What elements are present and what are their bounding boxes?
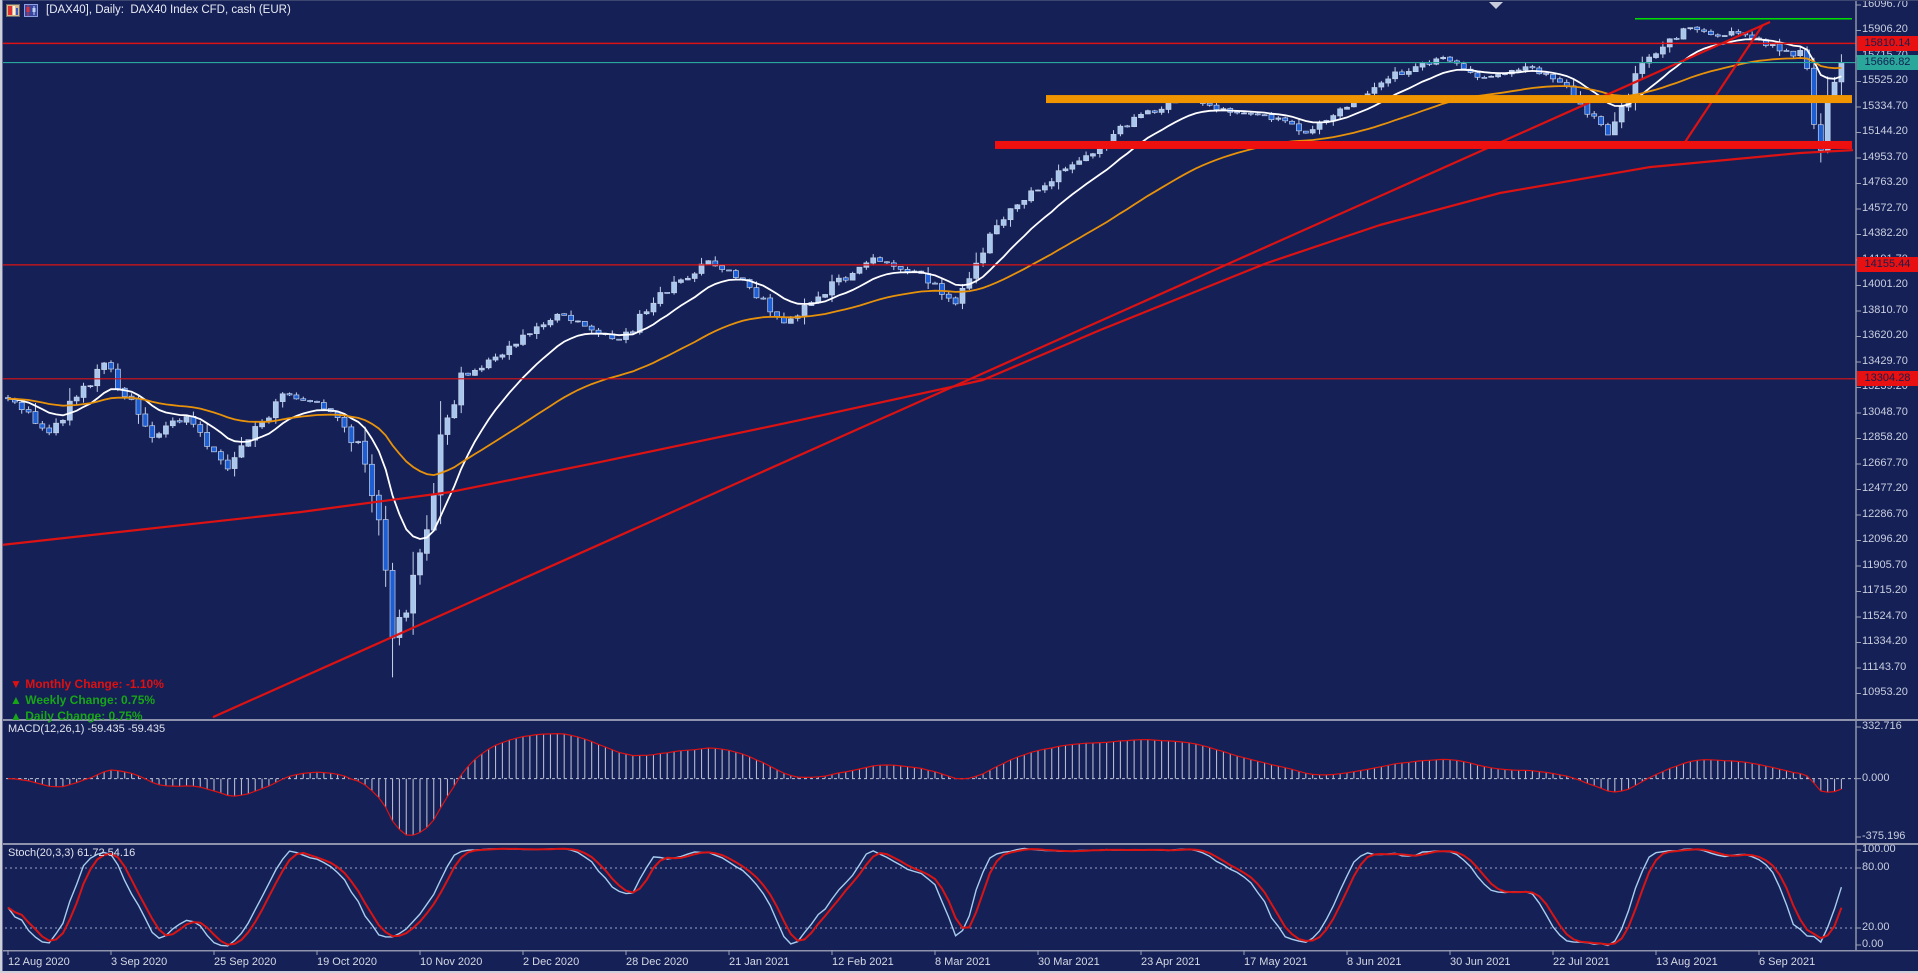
- date-axis-label: 12 Aug 2020: [8, 956, 70, 968]
- window-left-edge-shadow: [2, 0, 3, 973]
- price-axis-label: 12858.20: [1862, 431, 1908, 444]
- price-axis-label: 13429.70: [1862, 354, 1908, 367]
- resistance-zone-green[interactable]: [1635, 12, 1852, 20]
- price-axis-label: 13620.20: [1862, 329, 1908, 342]
- date-axis-label: 2 Dec 2020: [523, 956, 580, 968]
- price-axis-label: 11334.20: [1862, 635, 1908, 648]
- price-axis-label: 12667.70: [1862, 456, 1908, 469]
- price-axis-label: 14382.20: [1862, 227, 1908, 240]
- stoch-scale-label: 20.00: [1862, 921, 1890, 933]
- current-price-badge: 15666.82: [1857, 55, 1918, 71]
- date-axis-label: 3 Sep 2020: [111, 956, 168, 968]
- chart-title-bar: [DAX40], Daily: DAX40 Index CFD, cash (E…: [6, 2, 291, 18]
- date-axis-label: 25 Sep 2020: [214, 956, 277, 968]
- macd-indicator-label: MACD(12,26,1) -59.435 -59.435: [8, 723, 166, 735]
- date-axis-label: 10 Nov 2020: [420, 956, 483, 968]
- date-axis-label: 8 Mar 2021: [935, 956, 991, 968]
- window-bottom-edge: [0, 971, 1918, 973]
- price-axis-label: 11524.70: [1862, 609, 1908, 622]
- trendline-1[interactable]: [212, 20, 1771, 719]
- price-axis-label: 12286.70: [1862, 507, 1908, 520]
- price-axis-label: 12096.20: [1862, 533, 1908, 546]
- macd-scale-label: 332.716: [1862, 720, 1902, 732]
- window-top-edge: [0, 0, 1918, 1]
- stochastic-panel[interactable]: [0, 847, 1856, 947]
- date-axis-label: 23 Apr 2021: [1141, 956, 1201, 968]
- price-axis-label: 16096.70: [1862, 0, 1908, 10]
- price-axis-label: 15906.20: [1862, 23, 1908, 36]
- long-ma-line: [0, 149, 1854, 547]
- stoch-scale-label: 0.00: [1862, 938, 1884, 950]
- price-chart-panel[interactable]: [0, 12, 1856, 719]
- date-axis-label: 12 Feb 2021: [832, 956, 894, 968]
- price-axis-label: 15144.20: [1862, 125, 1908, 138]
- support-zone-red[interactable]: [995, 140, 1852, 149]
- stoch-scale-label: 80.00: [1862, 861, 1890, 873]
- price-axis-label: 12477.20: [1862, 482, 1908, 495]
- price-line-badge: 15810.14: [1857, 35, 1918, 51]
- macd-panel[interactable]: [0, 732, 1856, 836]
- price-axis-label: 10953.20: [1862, 686, 1908, 699]
- candlestick-chart-icon: [24, 3, 38, 17]
- price-axis-label: 14001.20: [1862, 278, 1908, 291]
- price-axis-label: 11143.70: [1862, 660, 1907, 673]
- macd-scale-label: 0.000: [1862, 771, 1890, 784]
- slow-ma-line: [7, 57, 1842, 477]
- stoch-indicator-label: Stoch(20,3,3) 61.72 54.16: [8, 847, 136, 859]
- stoch-k-line: [7, 847, 1843, 947]
- date-axis-label: 8 Jun 2021: [1347, 956, 1402, 968]
- stoch-d-line: [7, 847, 1843, 946]
- date-axis-label: 21 Jan 2021: [729, 956, 790, 968]
- date-axis-label: 30 Jun 2021: [1450, 956, 1511, 968]
- panel-separator[interactable]: [0, 843, 1918, 845]
- price-axis-label: 14763.20: [1862, 176, 1908, 189]
- price-axis-label: 15525.20: [1862, 74, 1908, 87]
- trendline-2[interactable]: [1682, 24, 1764, 146]
- stoch-scale-label: 100.00: [1862, 843, 1896, 855]
- price-axis-label: 11905.70: [1862, 558, 1908, 571]
- date-axis-label: 22 Jul 2021: [1553, 956, 1610, 968]
- panel-separator[interactable]: [0, 719, 1918, 721]
- support-zone-orange[interactable]: [1046, 95, 1852, 104]
- date-axis-label: 6 Sep 2021: [1759, 956, 1816, 968]
- chart-title: [DAX40], Daily: DAX40 Index CFD, cash (E…: [46, 4, 291, 16]
- price-axis-label: 15334.70: [1862, 99, 1908, 112]
- date-axis-label: 30 Mar 2021: [1038, 956, 1100, 968]
- monthly-change-annotation: ▼ Monthly Change: -1.10%: [10, 677, 164, 691]
- macd-signal-line: [7, 732, 1842, 836]
- price-line-badge: 13304.28: [1857, 371, 1918, 387]
- fast-ma-line: [7, 38, 1842, 540]
- weekly-change-annotation: ▲ Weekly Change: 0.75%: [10, 693, 156, 707]
- daily-change-annotation: ▲ Daily Change: 0.75%: [10, 709, 143, 723]
- date-axis-label: 13 Aug 2021: [1656, 956, 1718, 968]
- price-axis-label: 14572.70: [1862, 201, 1908, 214]
- window-left-edge: [0, 0, 2, 973]
- price-axis-label: 13810.70: [1862, 303, 1908, 316]
- price-axis-label: 13048.70: [1862, 405, 1908, 418]
- date-axis-label: 28 Dec 2020: [626, 956, 689, 968]
- price-line-badge: 14155.44: [1857, 257, 1918, 273]
- date-axis-label: 19 Oct 2020: [317, 956, 377, 968]
- price-axis-label: 11715.20: [1862, 584, 1908, 597]
- macd-scale-label: -375.196: [1862, 830, 1906, 842]
- scroll-marker-icon: [1489, 2, 1503, 9]
- chart-window-icon: [6, 3, 20, 17]
- panel-separator[interactable]: [0, 950, 1918, 952]
- change-annotations: ▼ Monthly Change: -1.10% ▲ Weekly Change:…: [10, 676, 164, 724]
- price-axis-label: 14953.70: [1862, 150, 1908, 163]
- date-axis-label: 17 May 2021: [1244, 956, 1308, 968]
